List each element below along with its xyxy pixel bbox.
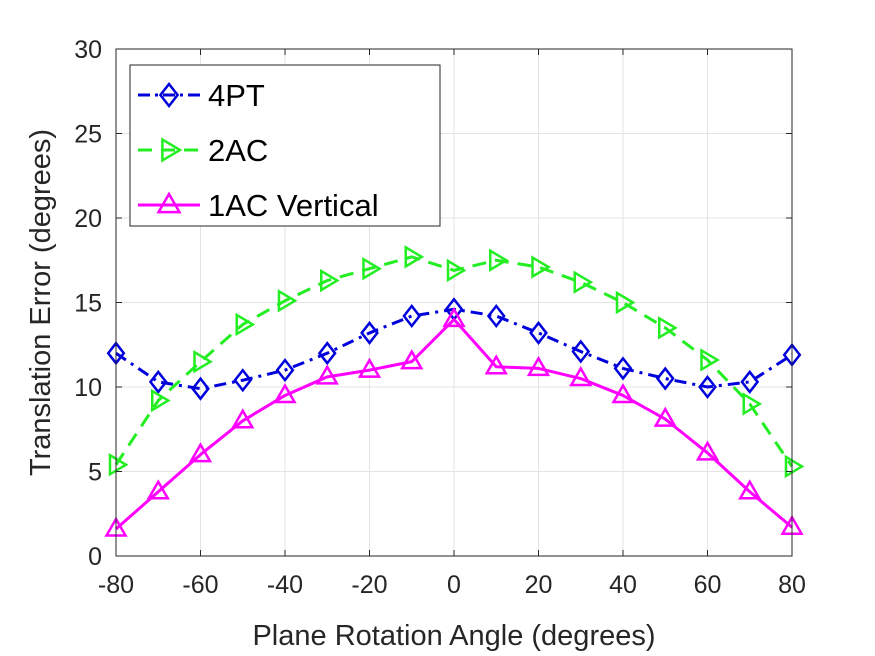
- data-point: [738, 479, 762, 500]
- data-point: [529, 320, 548, 345]
- data-point: [700, 348, 720, 372]
- data-point: [571, 339, 591, 364]
- x-tick-label: -60: [182, 571, 218, 599]
- data-point: [317, 341, 337, 366]
- x-tick-label: 60: [694, 571, 722, 599]
- data-point: [360, 320, 379, 345]
- data-point: [273, 382, 297, 404]
- data-point: [486, 303, 506, 329]
- series-line: [114, 255, 794, 468]
- y-tick-label: 20: [74, 205, 102, 233]
- y-tick-label: 10: [74, 374, 102, 402]
- data-point: [484, 354, 508, 375]
- x-tick-label: -40: [267, 571, 303, 599]
- series-1ac-vertical: [104, 306, 804, 537]
- y-tick-label: 0: [88, 543, 102, 571]
- data-point: [362, 257, 382, 281]
- data-point: [146, 479, 170, 500]
- y-axis-label: Translation Error (degrees): [25, 129, 57, 476]
- data-point: [315, 364, 339, 385]
- x-tick-label: 0: [447, 571, 461, 599]
- data-point: [611, 382, 635, 404]
- y-tick-label: 25: [74, 121, 102, 149]
- data-point: [108, 453, 129, 477]
- data-point: [400, 349, 424, 370]
- x-tick-label: 40: [609, 571, 637, 599]
- series-2ac: [108, 245, 805, 479]
- data-point: [235, 312, 256, 337]
- x-axis-label: Plane Rotation Angle (degrees): [252, 620, 655, 652]
- legend-marker: [161, 137, 183, 163]
- legend-entry: 4PT: [138, 78, 265, 113]
- data-point: [357, 357, 382, 378]
- x-tick-label: 20: [525, 571, 553, 599]
- data-point: [573, 270, 594, 294]
- data-point: [275, 358, 295, 383]
- legend-marker: [156, 191, 182, 214]
- legend-entry: 1AC Vertical: [138, 188, 379, 223]
- data-point: [615, 290, 636, 315]
- x-tick-label: -80: [98, 571, 134, 599]
- legend-label: 1AC Vertical: [208, 188, 379, 223]
- y-tick-label: 30: [74, 36, 102, 64]
- data-point: [404, 245, 425, 269]
- data-point: [569, 366, 593, 387]
- legend-box: [129, 64, 441, 227]
- series-group: [104, 245, 805, 537]
- data-point: [698, 374, 717, 400]
- y-tick-label: 5: [88, 459, 102, 487]
- data-point: [526, 355, 551, 377]
- x-tick-label: 80: [778, 571, 806, 599]
- data-point: [320, 268, 340, 293]
- ticks: -80 -60 -40 -20 0 20 40 60 80 0 5 10 15 20 25 30: [74, 36, 806, 599]
- data-point: [784, 454, 805, 479]
- data-point: [531, 255, 551, 279]
- data-point: [695, 440, 720, 461]
- data-point: [191, 376, 210, 401]
- data-point: [193, 349, 213, 374]
- data-point: [151, 388, 171, 413]
- data-point: [655, 366, 675, 391]
- data-point: [148, 369, 168, 394]
- legend-entry: 2AC: [138, 133, 268, 168]
- data-point: [613, 356, 633, 381]
- legend-label: 2AC: [208, 133, 268, 168]
- legend-label: 4PT: [208, 78, 265, 113]
- data-point: [653, 406, 677, 427]
- data-point: [188, 442, 213, 463]
- data-point: [277, 289, 298, 313]
- data-point: [402, 303, 422, 329]
- data-point: [658, 316, 678, 340]
- legend-marker: [158, 81, 180, 109]
- legend: 4PT 2AC 1AC Vertical: [129, 64, 441, 227]
- data-point: [489, 248, 509, 272]
- data-point: [231, 408, 255, 429]
- data-point: [446, 258, 467, 283]
- x-tick-label: -20: [351, 571, 387, 599]
- data-point: [742, 392, 763, 416]
- series-line: [115, 317, 793, 531]
- y-tick-label: 15: [74, 290, 102, 318]
- data-point: [740, 369, 760, 394]
- data-point: [442, 306, 466, 328]
- data-point: [233, 368, 253, 393]
